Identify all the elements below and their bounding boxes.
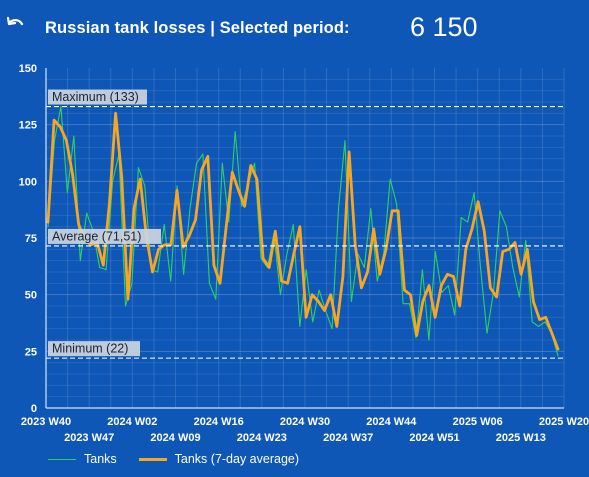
legend-item-tanks[interactable]: Tanks	[48, 452, 117, 466]
y-tick-label: 50	[25, 290, 37, 302]
x-tick-label: 2024 W37	[323, 432, 373, 444]
y-tick-label: 150	[19, 63, 37, 75]
series-line-tanks[interactable]	[47, 105, 559, 357]
reference-label-maximum: Maximum (133)	[52, 90, 139, 104]
y-tick-label: 125	[19, 120, 37, 132]
x-tick-label: 2024 W23	[237, 432, 287, 444]
series-line-tanks-average[interactable]	[46, 111, 560, 351]
x-tick-label: 2024 W02	[107, 416, 157, 428]
legend: Tanks Tanks (7-day average)	[48, 450, 321, 468]
y-tick-label: 25	[25, 346, 37, 358]
legend-swatch-tanks-average	[138, 457, 167, 461]
x-tick-label: 2024 W51	[409, 432, 459, 444]
x-tick-label: 2024 W16	[194, 416, 244, 428]
reference-label-bg-maximum	[48, 89, 147, 105]
x-tick-label: 2025 W13	[496, 432, 546, 444]
undo-arrow-icon[interactable]	[4, 14, 26, 36]
reference-label-average: Average (71,51)	[52, 229, 141, 243]
x-tick-label: 2024 W44	[366, 416, 417, 428]
x-tick-label: 2025 W20	[539, 416, 589, 428]
page-title: Russian tank losses | Selected period:	[45, 19, 350, 37]
y-tick-label: 100	[19, 176, 37, 188]
legend-label-tanks: Tanks	[84, 452, 117, 466]
x-tick-label: 2024 W09	[150, 432, 200, 444]
reference-label-bg-minimum	[48, 341, 140, 357]
legend-swatch-tanks	[48, 458, 76, 460]
reference-label-minimum: Minimum (22)	[52, 342, 128, 356]
y-tick-label: 0	[31, 403, 37, 415]
legend-label-tanks-average: Tanks (7-day average)	[174, 452, 300, 466]
x-tick-label: 2023 W47	[64, 432, 114, 444]
legend-item-tanks-average[interactable]: Tanks (7-day average)	[138, 452, 300, 466]
x-tick-label: 2024 W30	[280, 416, 330, 428]
x-tick-label: 2023 W40	[21, 416, 71, 428]
y-tick-label: 75	[25, 233, 37, 245]
header: Russian tank losses | Selected period: 6…	[0, 0, 589, 58]
selected-period-total: 6 150	[410, 12, 478, 42]
x-tick-label: 2025 W06	[453, 416, 503, 428]
reference-label-bg-average	[48, 228, 161, 244]
